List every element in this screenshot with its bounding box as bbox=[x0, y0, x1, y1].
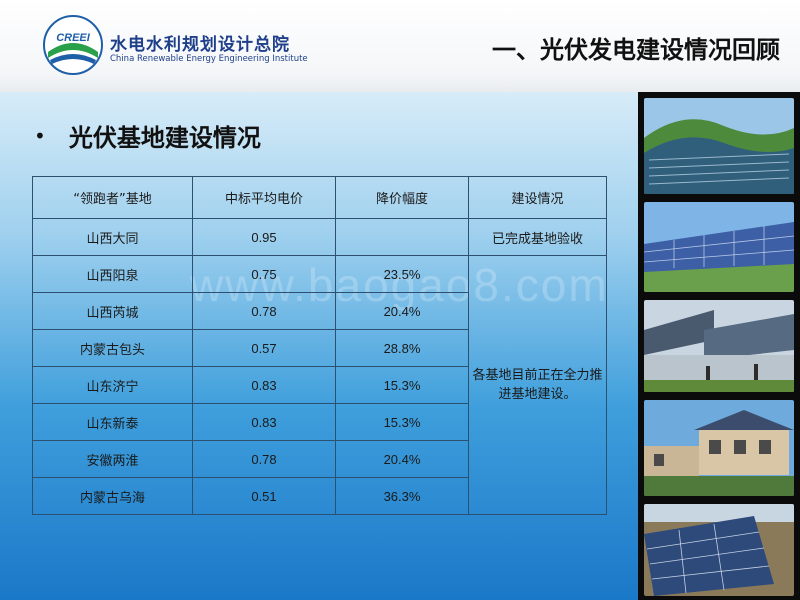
column-header-base: “领跑者”基地 bbox=[32, 176, 193, 219]
cell-price: 0.78 bbox=[192, 440, 336, 478]
cell-cut: 23.5% bbox=[335, 255, 469, 293]
cell-price: 0.83 bbox=[192, 403, 336, 441]
logo-text: CREEI bbox=[56, 32, 91, 44]
cell-base: 山东济宁 bbox=[32, 366, 193, 404]
table-header-row: “领跑者”基地 中标平均电价 降价幅度 建设情况 bbox=[32, 176, 607, 219]
org-name-cn: 水电水利规划设计总院 bbox=[110, 35, 290, 55]
cell-base: 安徽两淮 bbox=[32, 440, 193, 478]
cell-cut: 28.8% bbox=[335, 329, 469, 367]
solar-rooftop-house-photo bbox=[644, 400, 794, 496]
cell-cut: 20.4% bbox=[335, 440, 469, 478]
cell-base: 内蒙古乌海 bbox=[32, 477, 193, 515]
cell-cut: 15.3% bbox=[335, 366, 469, 404]
section-title: 一、光伏发电建设情况回顾 bbox=[492, 36, 780, 64]
cell-base: 山西芮城 bbox=[32, 292, 193, 330]
table-row: 安徽两淮 0.78 20.4% bbox=[32, 440, 607, 478]
cell-cut: 36.3% bbox=[335, 477, 469, 515]
cell-base: 内蒙古包头 bbox=[32, 329, 193, 367]
cell-price: 0.78 bbox=[192, 292, 336, 330]
cell-cut: 15.3% bbox=[335, 403, 469, 441]
cell-base: 山东新泰 bbox=[32, 403, 193, 441]
table-row: 内蒙古包头 0.57 28.8% bbox=[32, 329, 607, 367]
solar-hillside-photo bbox=[644, 98, 794, 194]
bullet-icon: • bbox=[34, 123, 46, 148]
header-bar: CREEI 水电水利规划设计总院 China Renewable Energy … bbox=[0, 0, 800, 92]
cell-status-merged: 各基地目前正在全力推进基地建设。 bbox=[468, 255, 607, 515]
table-row: 山西芮城 0.78 20.4% bbox=[32, 292, 607, 330]
bullet-heading: • 光伏基地建设情况 bbox=[34, 118, 261, 153]
photo-strip bbox=[638, 92, 800, 600]
table-row: 山东新泰 0.83 15.3% bbox=[32, 403, 607, 441]
cell-price: 0.95 bbox=[192, 218, 336, 256]
cell-cut: 20.4% bbox=[335, 292, 469, 330]
bullet-heading-text: 光伏基地建设情况 bbox=[68, 124, 261, 152]
table-row: 山西阳泉 0.75 23.5% 各基地目前正在全力推进基地建设。 bbox=[32, 255, 607, 515]
cell-cut bbox=[335, 218, 469, 256]
table-row: 内蒙古乌海 0.51 36.3% bbox=[32, 477, 607, 515]
table-row: 山西大同 0.95 已完成基地验收 bbox=[32, 218, 607, 256]
cell-price: 0.83 bbox=[192, 366, 336, 404]
org-name-en: China Renewable Energy Engineering Insti… bbox=[110, 54, 308, 64]
cell-base: 山西阳泉 bbox=[32, 255, 193, 293]
solar-array-photo bbox=[644, 202, 794, 292]
creei-logo: CREEI bbox=[42, 14, 104, 76]
cell-price: 0.51 bbox=[192, 477, 336, 515]
table-row: 山东济宁 0.83 15.3% bbox=[32, 366, 607, 404]
cell-status: 已完成基地验收 bbox=[468, 218, 607, 256]
column-header-price: 中标平均电价 bbox=[192, 176, 336, 219]
cell-price: 0.75 bbox=[192, 255, 336, 293]
column-header-cut: 降价幅度 bbox=[335, 176, 469, 219]
column-header-status: 建设情况 bbox=[468, 176, 607, 219]
solar-greenhouse-photo bbox=[644, 300, 794, 392]
cell-price: 0.57 bbox=[192, 329, 336, 367]
cell-base: 山西大同 bbox=[32, 218, 193, 256]
base-table: “领跑者”基地 中标平均电价 降价幅度 建设情况 山西大同 0.95 已完成基地… bbox=[32, 176, 607, 515]
solar-panel-closeup-photo bbox=[644, 504, 794, 596]
